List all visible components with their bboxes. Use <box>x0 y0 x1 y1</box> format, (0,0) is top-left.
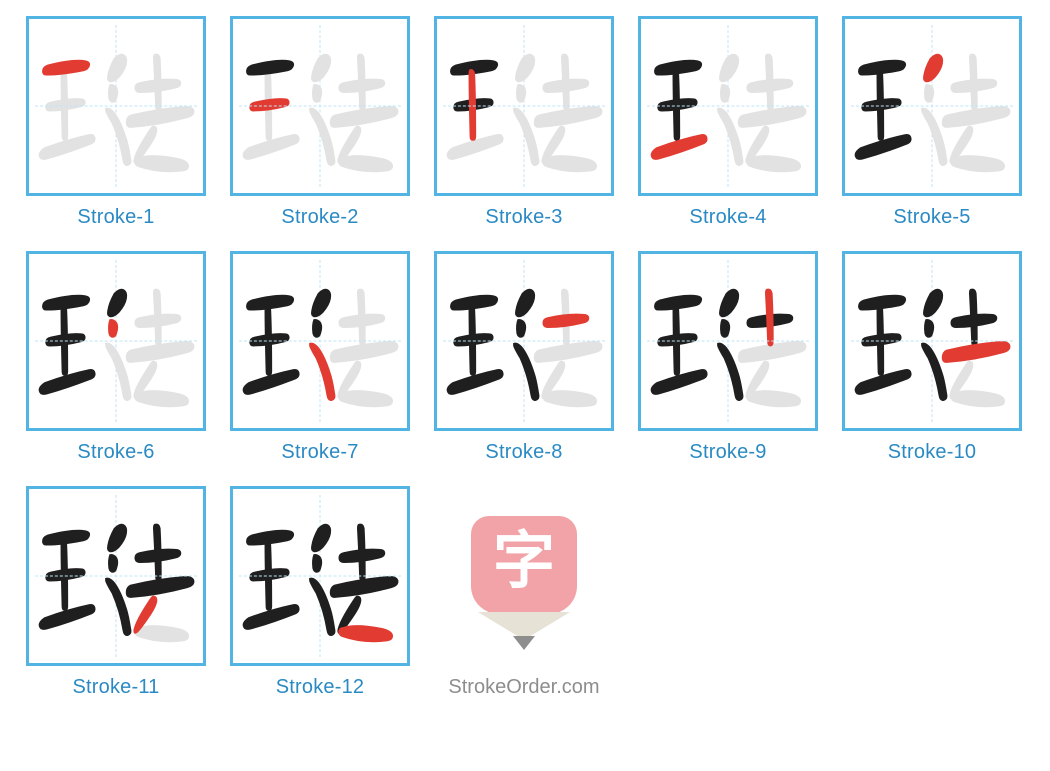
logo-cell: 字 StrokeOrder.com <box>422 486 626 699</box>
character-glyph <box>845 254 1019 428</box>
stroke-tile <box>434 16 614 196</box>
stroke-caption: Stroke-5 <box>893 206 970 229</box>
stroke-cell: Stroke-4 <box>626 16 830 229</box>
site-logo: 字 <box>434 486 614 666</box>
pencil-tip-icon <box>478 612 570 640</box>
stroke-caption: Stroke-6 <box>77 441 154 464</box>
stroke-caption: Stroke-11 <box>72 676 159 699</box>
stroke-caption: Stroke-9 <box>689 441 766 464</box>
stroke-tile <box>638 251 818 431</box>
logo-head: 字 <box>471 516 577 614</box>
stroke-tile <box>230 251 410 431</box>
stroke-cell: Stroke-6 <box>14 251 218 464</box>
stroke-tile <box>842 251 1022 431</box>
character-glyph <box>641 19 815 193</box>
character-glyph <box>233 19 407 193</box>
stroke-tile <box>434 251 614 431</box>
stroke-caption: Stroke-8 <box>485 441 562 464</box>
character-glyph <box>437 19 611 193</box>
character-glyph <box>29 489 203 663</box>
stroke-cell: Stroke-3 <box>422 16 626 229</box>
stroke-tile <box>842 16 1022 196</box>
stroke-caption: Stroke-4 <box>689 206 766 229</box>
stroke-caption: Stroke-10 <box>888 441 977 464</box>
stroke-cell: Stroke-1 <box>14 16 218 229</box>
stroke-tile <box>230 486 410 666</box>
character-glyph <box>29 19 203 193</box>
stroke-cell: Stroke-5 <box>830 16 1034 229</box>
stroke-caption: Stroke-7 <box>281 441 358 464</box>
stroke-cell: Stroke-2 <box>218 16 422 229</box>
site-name: StrokeOrder.com <box>448 676 599 699</box>
character-glyph <box>437 254 611 428</box>
character-glyph <box>29 254 203 428</box>
stroke-cell: Stroke-10 <box>830 251 1034 464</box>
stroke-tile <box>638 16 818 196</box>
stroke-tile <box>26 486 206 666</box>
stroke-grid: Stroke-1 Stroke-2 Stroke-3 Stroke-4 Stro… <box>14 16 1050 721</box>
stroke-tile <box>26 16 206 196</box>
stroke-tile <box>26 251 206 431</box>
logo-glyph: 字 <box>493 531 555 593</box>
stroke-caption: Stroke-12 <box>276 676 365 699</box>
character-glyph <box>233 489 407 663</box>
stroke-cell: Stroke-8 <box>422 251 626 464</box>
stroke-cell: Stroke-9 <box>626 251 830 464</box>
stroke-cell: Stroke-12 <box>218 486 422 699</box>
stroke-cell: Stroke-7 <box>218 251 422 464</box>
stroke-caption: Stroke-1 <box>77 206 154 229</box>
character-glyph <box>641 254 815 428</box>
stroke-caption: Stroke-2 <box>281 206 358 229</box>
stroke-cell: Stroke-11 <box>14 486 218 699</box>
stroke-tile <box>230 16 410 196</box>
character-glyph <box>233 254 407 428</box>
stroke-caption: Stroke-3 <box>485 206 562 229</box>
character-glyph <box>845 19 1019 193</box>
